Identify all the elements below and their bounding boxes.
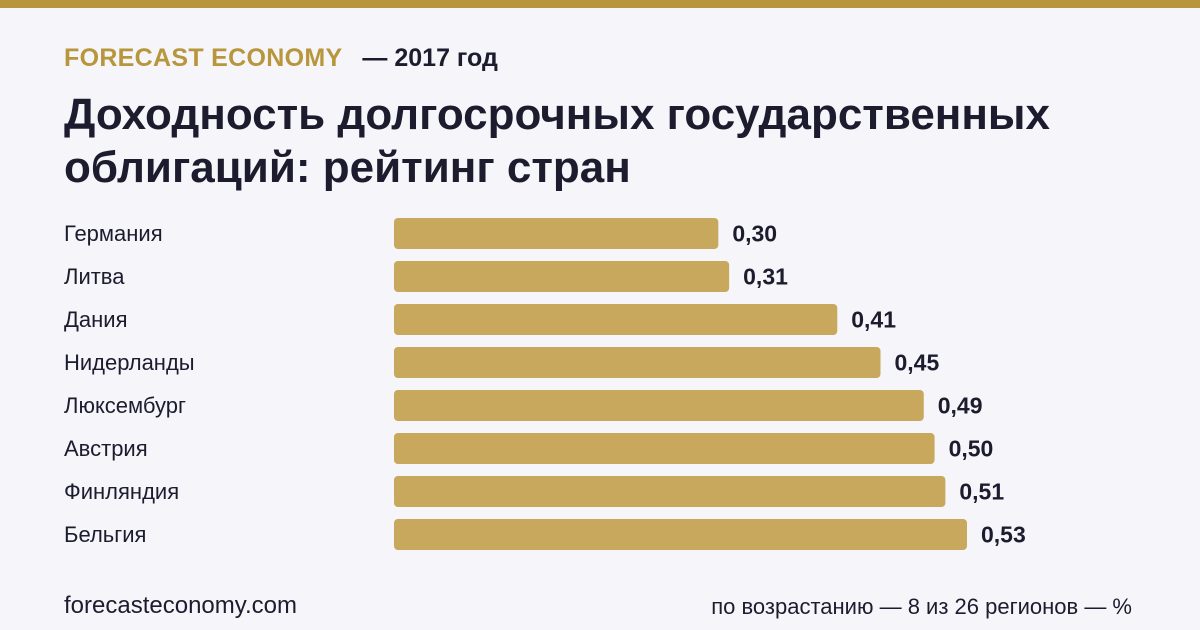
- bar: [394, 433, 935, 464]
- chart-title: Доходность долгосрочных государственных …: [64, 90, 1050, 192]
- value-label: 0,51: [959, 479, 1004, 505]
- category-label: Австрия: [64, 436, 148, 461]
- value-label: 0,49: [938, 393, 983, 419]
- bar: [394, 304, 838, 335]
- category-label: Нидерланды: [64, 350, 195, 375]
- brand-name: FORECAST ECONOMY: [64, 44, 343, 72]
- footer-note: по возрастанию — 8 из 26 регионов — %: [711, 594, 1132, 619]
- value-label: 0,31: [743, 264, 788, 290]
- value-label: 0,45: [895, 350, 940, 376]
- bar-chart: Германия 0,30 Литва 0,31 Дания 0,41 Нидерланды…: [64, 218, 1026, 550]
- header-year: — 2017 год: [362, 44, 498, 72]
- bar: [394, 347, 881, 378]
- bar: [394, 261, 730, 292]
- footer-site[interactable]: forecasteconomy.com: [64, 592, 297, 619]
- bar: [394, 476, 946, 507]
- category-label: Финляндия: [64, 479, 179, 504]
- value-label: 0,41: [851, 307, 896, 333]
- category-label: Литва: [64, 264, 125, 289]
- bar: [394, 218, 719, 249]
- top-accent-bar: [0, 0, 1200, 8]
- value-label: 0,30: [732, 221, 777, 247]
- bar: [394, 519, 967, 550]
- value-label: 0,53: [981, 522, 1026, 548]
- category-label: Дания: [64, 307, 128, 332]
- bar: [394, 390, 924, 421]
- value-label: 0,50: [949, 436, 994, 462]
- category-label: Германия: [64, 221, 163, 246]
- category-label: Бельгия: [64, 522, 146, 547]
- category-label: Люксембург: [64, 393, 186, 418]
- header: FORECAST ECONOMY — 2017 год: [64, 44, 498, 73]
